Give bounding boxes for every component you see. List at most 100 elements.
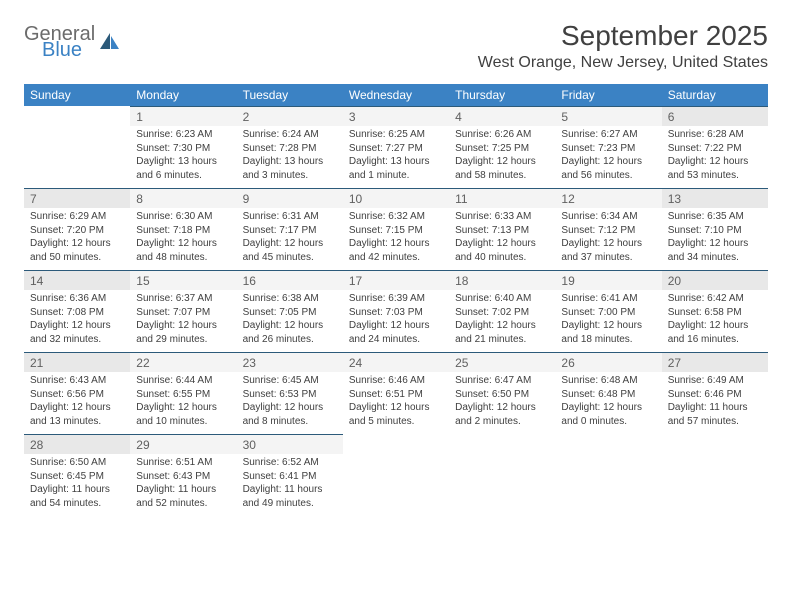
month-title: September 2025	[478, 20, 768, 52]
day-details: Sunrise: 6:38 AMSunset: 7:05 PMDaylight:…	[237, 290, 343, 352]
day-cell-10: 10Sunrise: 6:32 AMSunset: 7:15 PMDayligh…	[343, 188, 449, 270]
empty-cell	[555, 434, 661, 516]
daylight-line: Daylight: 11 hours and 52 minutes.	[136, 483, 230, 510]
sunrise-line: Sunrise: 6:30 AM	[136, 210, 230, 224]
day-details: Sunrise: 6:29 AMSunset: 7:20 PMDaylight:…	[24, 208, 130, 270]
day-number: 2	[237, 106, 343, 126]
day-number: 22	[130, 352, 236, 372]
day-cell-22: 22Sunrise: 6:44 AMSunset: 6:55 PMDayligh…	[130, 352, 236, 434]
calendar-row: 21Sunrise: 6:43 AMSunset: 6:56 PMDayligh…	[24, 352, 768, 434]
day-number: 21	[24, 352, 130, 372]
calendar-row: 28Sunrise: 6:50 AMSunset: 6:45 PMDayligh…	[24, 434, 768, 516]
sunrise-line: Sunrise: 6:40 AM	[455, 292, 549, 306]
daylight-line: Daylight: 12 hours and 37 minutes.	[561, 237, 655, 264]
day-number: 16	[237, 270, 343, 290]
day-details: Sunrise: 6:51 AMSunset: 6:43 PMDaylight:…	[130, 454, 236, 516]
day-cell-27: 27Sunrise: 6:49 AMSunset: 6:46 PMDayligh…	[662, 352, 768, 434]
weekday-header-row: SundayMondayTuesdayWednesdayThursdayFrid…	[24, 84, 768, 106]
day-cell-24: 24Sunrise: 6:46 AMSunset: 6:51 PMDayligh…	[343, 352, 449, 434]
sunrise-line: Sunrise: 6:37 AM	[136, 292, 230, 306]
day-details: Sunrise: 6:49 AMSunset: 6:46 PMDaylight:…	[662, 372, 768, 434]
day-details: Sunrise: 6:25 AMSunset: 7:27 PMDaylight:…	[343, 126, 449, 188]
day-cell-17: 17Sunrise: 6:39 AMSunset: 7:03 PMDayligh…	[343, 270, 449, 352]
logo-text: General Blue	[24, 24, 95, 60]
day-details: Sunrise: 6:47 AMSunset: 6:50 PMDaylight:…	[449, 372, 555, 434]
day-number: 7	[24, 188, 130, 208]
logo: General Blue	[24, 20, 121, 60]
logo-word-blue: Blue	[42, 40, 95, 60]
weekday-header-wednesday: Wednesday	[343, 84, 449, 106]
daylight-line: Daylight: 12 hours and 50 minutes.	[30, 237, 124, 264]
day-cell-30: 30Sunrise: 6:52 AMSunset: 6:41 PMDayligh…	[237, 434, 343, 516]
sunset-line: Sunset: 6:48 PM	[561, 388, 655, 402]
daylight-line: Daylight: 12 hours and 45 minutes.	[243, 237, 337, 264]
daylight-line: Daylight: 12 hours and 21 minutes.	[455, 319, 549, 346]
daylight-line: Daylight: 12 hours and 32 minutes.	[30, 319, 124, 346]
calendar-table: SundayMondayTuesdayWednesdayThursdayFrid…	[24, 84, 768, 516]
sunrise-line: Sunrise: 6:48 AM	[561, 374, 655, 388]
day-cell-28: 28Sunrise: 6:50 AMSunset: 6:45 PMDayligh…	[24, 434, 130, 516]
sunrise-line: Sunrise: 6:45 AM	[243, 374, 337, 388]
day-details: Sunrise: 6:30 AMSunset: 7:18 PMDaylight:…	[130, 208, 236, 270]
day-cell-4: 4Sunrise: 6:26 AMSunset: 7:25 PMDaylight…	[449, 106, 555, 188]
day-cell-8: 8Sunrise: 6:30 AMSunset: 7:18 PMDaylight…	[130, 188, 236, 270]
sunset-line: Sunset: 7:00 PM	[561, 306, 655, 320]
sunset-line: Sunset: 7:15 PM	[349, 224, 443, 238]
day-details: Sunrise: 6:26 AMSunset: 7:25 PMDaylight:…	[449, 126, 555, 188]
daylight-line: Daylight: 12 hours and 34 minutes.	[668, 237, 762, 264]
sunset-line: Sunset: 7:25 PM	[455, 142, 549, 156]
sunrise-line: Sunrise: 6:44 AM	[136, 374, 230, 388]
day-details: Sunrise: 6:48 AMSunset: 6:48 PMDaylight:…	[555, 372, 661, 434]
day-cell-29: 29Sunrise: 6:51 AMSunset: 6:43 PMDayligh…	[130, 434, 236, 516]
day-details: Sunrise: 6:39 AMSunset: 7:03 PMDaylight:…	[343, 290, 449, 352]
day-details: Sunrise: 6:52 AMSunset: 6:41 PMDaylight:…	[237, 454, 343, 516]
day-details: Sunrise: 6:46 AMSunset: 6:51 PMDaylight:…	[343, 372, 449, 434]
day-cell-7: 7Sunrise: 6:29 AMSunset: 7:20 PMDaylight…	[24, 188, 130, 270]
sunset-line: Sunset: 7:07 PM	[136, 306, 230, 320]
day-details: Sunrise: 6:33 AMSunset: 7:13 PMDaylight:…	[449, 208, 555, 270]
day-cell-19: 19Sunrise: 6:41 AMSunset: 7:00 PMDayligh…	[555, 270, 661, 352]
day-number: 24	[343, 352, 449, 372]
sunset-line: Sunset: 6:55 PM	[136, 388, 230, 402]
day-cell-12: 12Sunrise: 6:34 AMSunset: 7:12 PMDayligh…	[555, 188, 661, 270]
empty-cell	[449, 434, 555, 516]
day-number: 11	[449, 188, 555, 208]
sunrise-line: Sunrise: 6:41 AM	[561, 292, 655, 306]
daylight-line: Daylight: 12 hours and 56 minutes.	[561, 155, 655, 182]
calendar-row: 14Sunrise: 6:36 AMSunset: 7:08 PMDayligh…	[24, 270, 768, 352]
sunset-line: Sunset: 6:56 PM	[30, 388, 124, 402]
day-number: 1	[130, 106, 236, 126]
day-number: 25	[449, 352, 555, 372]
day-number: 28	[24, 434, 130, 454]
weekday-header-monday: Monday	[130, 84, 236, 106]
sunrise-line: Sunrise: 6:27 AM	[561, 128, 655, 142]
daylight-line: Daylight: 12 hours and 16 minutes.	[668, 319, 762, 346]
day-number: 3	[343, 106, 449, 126]
daylight-line: Daylight: 12 hours and 2 minutes.	[455, 401, 549, 428]
sunrise-line: Sunrise: 6:25 AM	[349, 128, 443, 142]
daylight-line: Daylight: 12 hours and 58 minutes.	[455, 155, 549, 182]
sunset-line: Sunset: 7:03 PM	[349, 306, 443, 320]
sunset-line: Sunset: 7:12 PM	[561, 224, 655, 238]
sunrise-line: Sunrise: 6:38 AM	[243, 292, 337, 306]
day-cell-2: 2Sunrise: 6:24 AMSunset: 7:28 PMDaylight…	[237, 106, 343, 188]
day-number: 5	[555, 106, 661, 126]
calendar-row: 7Sunrise: 6:29 AMSunset: 7:20 PMDaylight…	[24, 188, 768, 270]
day-number: 19	[555, 270, 661, 290]
day-cell-21: 21Sunrise: 6:43 AMSunset: 6:56 PMDayligh…	[24, 352, 130, 434]
location: West Orange, New Jersey, United States	[478, 54, 768, 72]
day-cell-11: 11Sunrise: 6:33 AMSunset: 7:13 PMDayligh…	[449, 188, 555, 270]
sunrise-line: Sunrise: 6:36 AM	[30, 292, 124, 306]
weekday-header-tuesday: Tuesday	[237, 84, 343, 106]
daylight-line: Daylight: 12 hours and 8 minutes.	[243, 401, 337, 428]
day-cell-26: 26Sunrise: 6:48 AMSunset: 6:48 PMDayligh…	[555, 352, 661, 434]
daylight-line: Daylight: 12 hours and 29 minutes.	[136, 319, 230, 346]
sunrise-line: Sunrise: 6:50 AM	[30, 456, 124, 470]
day-number: 4	[449, 106, 555, 126]
day-number: 14	[24, 270, 130, 290]
sunset-line: Sunset: 7:02 PM	[455, 306, 549, 320]
daylight-line: Daylight: 12 hours and 40 minutes.	[455, 237, 549, 264]
sunrise-line: Sunrise: 6:35 AM	[668, 210, 762, 224]
sunset-line: Sunset: 7:20 PM	[30, 224, 124, 238]
day-details: Sunrise: 6:44 AMSunset: 6:55 PMDaylight:…	[130, 372, 236, 434]
